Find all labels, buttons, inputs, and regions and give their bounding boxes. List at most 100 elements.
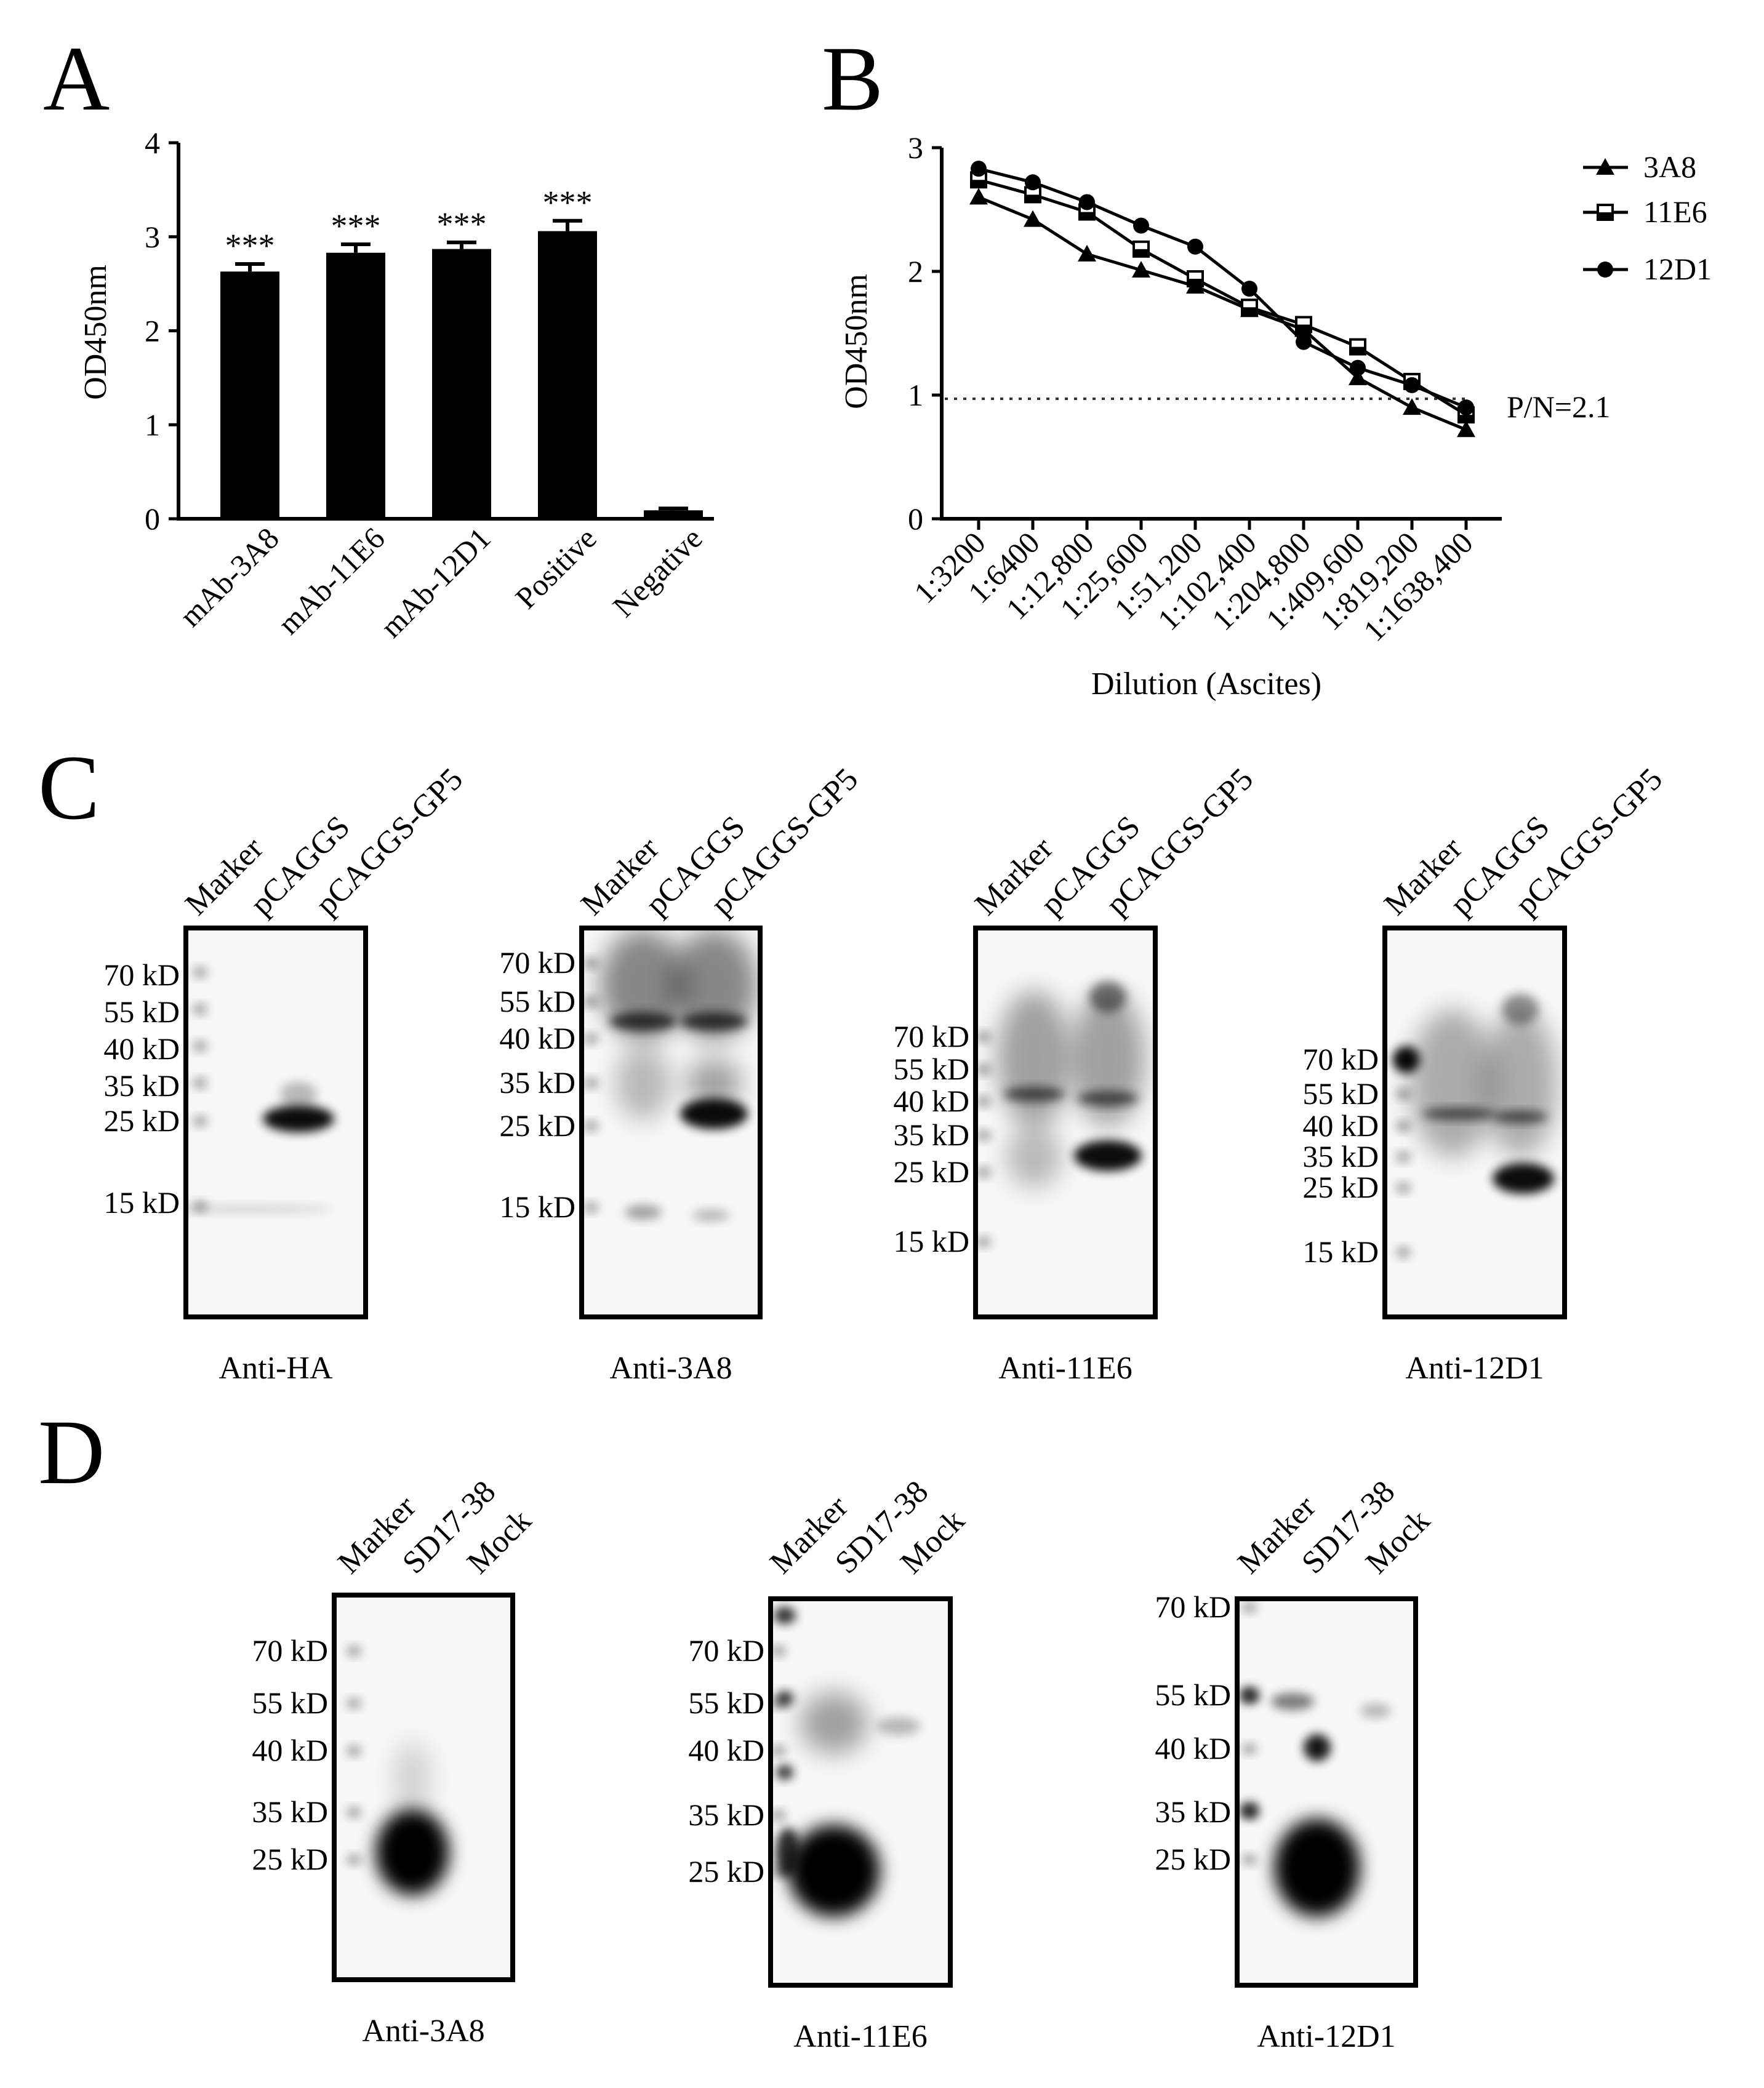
blot-band (1360, 1703, 1391, 1718)
molecular-weight-label: 55 kD (499, 984, 575, 1018)
blot-band (1502, 994, 1539, 1025)
y-tick-label: 0 (908, 502, 923, 536)
x-tick-label: mAb-11E6 (271, 521, 391, 641)
blot-band (692, 1209, 729, 1222)
molecular-weight-label: 40 kD (688, 1733, 764, 1767)
molecular-weight-label: 70 kD (688, 1633, 764, 1668)
blot-band (584, 1033, 598, 1044)
molecular-weight-label: 70 kD (1155, 1590, 1231, 1624)
blot-band (1089, 982, 1126, 1012)
blot-band (774, 1607, 796, 1624)
molecular-weight-label: 55 kD (1302, 1076, 1379, 1111)
blot-band (1006, 1126, 1062, 1188)
molecular-weight-label: 70 kD (1302, 1042, 1379, 1076)
blot-label: Anti-11E6 (998, 1351, 1133, 1386)
molecular-weight-label: 55 kD (893, 1052, 969, 1086)
molecular-weight-label: 40 kD (1155, 1731, 1231, 1766)
blot-label: Anti-3A8 (362, 2014, 484, 2049)
data-point (1025, 174, 1041, 191)
blot-band (347, 1854, 361, 1865)
molecular-weight-label: 40 kD (103, 1031, 180, 1066)
data-point (1133, 217, 1149, 234)
y-tick-label: 3 (908, 130, 923, 165)
blot-band (1396, 1121, 1411, 1132)
blot-label: Anti-3A8 (609, 1351, 732, 1386)
blot-band (978, 1096, 991, 1107)
blot-bands (188, 967, 334, 1214)
y-axis-title: OD450nm (78, 265, 113, 400)
molecular-weight-label: 55 kD (103, 994, 180, 1029)
blot-band (600, 930, 686, 1040)
blot-bands (773, 1607, 920, 1917)
blot-bands (347, 1646, 449, 1895)
blot-band (680, 1098, 748, 1129)
bar (644, 510, 703, 519)
blot-frame (1235, 1596, 1418, 1988)
blot-band (375, 1809, 449, 1895)
blot-band (193, 1041, 207, 1052)
blot-band (773, 1646, 786, 1657)
data-point-fill (1025, 194, 1040, 202)
molecular-weight-label: 35 kD (1155, 1794, 1231, 1829)
legend-label: 11E6 (1643, 194, 1707, 229)
data-point-fill (1459, 415, 1473, 423)
panel-letter-c: C (38, 737, 100, 839)
blot-band (800, 1692, 868, 1754)
legend-marker (1596, 158, 1614, 175)
blot-band (1071, 991, 1145, 1126)
blot-band (193, 967, 207, 978)
legend-label: 3A8 (1643, 150, 1696, 184)
data-point (1132, 260, 1150, 278)
data-point-fill (1296, 324, 1311, 332)
data-point (1404, 377, 1420, 393)
blot-band (584, 958, 598, 969)
blot-band (584, 1121, 598, 1132)
blot-band (193, 1004, 207, 1015)
significance-label: *** (331, 207, 381, 244)
blot-band (193, 1116, 207, 1127)
data-point (1403, 398, 1421, 415)
blot-band (1074, 1140, 1142, 1171)
blot-band (773, 1810, 786, 1821)
data-point-fill (1134, 249, 1149, 257)
data-point (1241, 281, 1257, 297)
y-tick-label: 4 (145, 126, 160, 160)
blot-band (978, 1130, 991, 1141)
blot-band (1483, 1009, 1557, 1157)
blot-band (776, 1691, 793, 1706)
blot-band (978, 1064, 991, 1075)
blot-band (1003, 1087, 1065, 1102)
blot-band (978, 1031, 991, 1042)
series-line (978, 178, 1467, 417)
molecular-weight-label: 70 kD (499, 945, 575, 980)
blot-band (188, 1204, 332, 1214)
blot-label: Anti-12D1 (1257, 2019, 1395, 2054)
blot-band (773, 1745, 786, 1756)
x-tick-label: Positive (508, 521, 603, 615)
legend-label: 12D1 (1643, 252, 1712, 286)
blot-band (978, 1167, 991, 1178)
molecular-weight-label: 55 kD (252, 1686, 328, 1720)
molecular-weight-label: 70 kD (103, 958, 180, 992)
molecular-weight-label: 25 kD (1155, 1842, 1231, 1876)
blot-band (394, 1742, 431, 1815)
blot-band (584, 1202, 598, 1213)
panel-letter-d: D (38, 1401, 105, 1503)
molecular-weight-label: 40 kD (499, 1021, 575, 1055)
blot-band (1396, 1089, 1411, 1100)
y-tick-label: 3 (145, 220, 160, 254)
blot-bands (1393, 994, 1557, 1258)
series-line (978, 196, 1467, 431)
data-point (1024, 210, 1042, 227)
molecular-weight-label: 25 kD (1302, 1170, 1379, 1204)
blot-band (1493, 1163, 1554, 1194)
data-point (1349, 368, 1367, 385)
data-point-fill (1188, 279, 1203, 287)
blot-band (1240, 1687, 1259, 1704)
blot-band (280, 1082, 317, 1106)
